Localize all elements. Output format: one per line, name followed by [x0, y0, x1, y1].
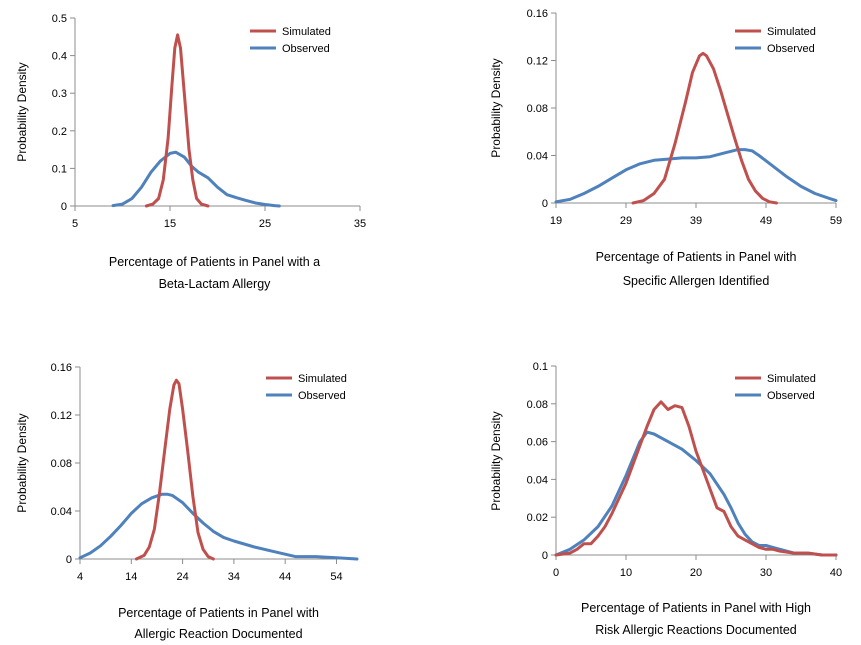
y-axis-label: Probability Density	[489, 411, 503, 510]
x-tick-label: 39	[690, 215, 702, 227]
x-axis-label: Risk Allergic Reactions Documented	[595, 623, 797, 637]
series-line-observed	[111, 150, 281, 208]
y-tick-label: 0	[61, 201, 67, 213]
y-tick-label: 0.08	[527, 399, 548, 411]
legend-label-simulated: Simulated	[282, 26, 331, 38]
x-tick-label: 30	[760, 567, 772, 579]
x-tick-label: 34	[228, 571, 240, 583]
x-tick-label: 49	[760, 215, 772, 227]
y-tick-label: 0.1	[533, 361, 548, 373]
x-tick-label: 0	[553, 567, 559, 579]
x-axis-label: Specific Allergen Identified	[623, 274, 770, 288]
x-axis-label: Percentage of Patients in Panel with	[118, 606, 319, 620]
y-tick-label: 0.4	[52, 51, 67, 63]
series-line-simulated	[554, 400, 838, 557]
series-line-observed	[78, 492, 359, 561]
chart-panel-2: 0 0.04 0.08 0.12 0.16 19 29 39 49 59 Probability D…	[489, 8, 842, 288]
x-tick-label: 15	[164, 218, 176, 230]
x-tick-label: 10	[620, 567, 632, 579]
y-tick-label: 0	[542, 198, 548, 210]
y-tick-label: 0.12	[51, 410, 72, 422]
y-tick-label: 0.5	[52, 13, 67, 25]
y-tick-label: 0.16	[51, 362, 72, 374]
x-axis-label: Percentage of Patients in Panel with	[596, 250, 797, 264]
y-tick-label: 0.06	[527, 437, 548, 449]
x-axis-label: Beta-Lactam Allergy	[159, 277, 272, 291]
x-tick-label: 40	[830, 567, 842, 579]
y-tick-label: 0.02	[527, 512, 548, 524]
x-tick-label: 54	[330, 571, 342, 583]
series-line-observed	[554, 148, 838, 204]
legend-label-simulated: Simulated	[298, 373, 347, 385]
y-tick-label: 0.12	[527, 56, 548, 68]
series-line-simulated	[144, 33, 210, 208]
legend-label-observed: Observed	[282, 43, 330, 55]
legend-label-observed: Observed	[298, 390, 346, 402]
chart-panel-1: 0 0.1 0.2 0.3 0.4 0.5 5 15 25 35 Probability Densi…	[15, 13, 366, 291]
y-axis-label: Probability Density	[15, 62, 29, 161]
y-axis-label: Probability Density	[489, 58, 503, 157]
x-tick-label: 14	[125, 571, 137, 583]
y-tick-label: 0.08	[51, 458, 72, 470]
x-tick-label: 44	[279, 571, 291, 583]
x-axis-label: Percentage of Patients in Panel with a	[109, 255, 320, 269]
x-tick-label: 5	[72, 218, 78, 230]
y-tick-label: 0	[66, 554, 72, 566]
y-axis-label: Probability Density	[15, 413, 29, 512]
x-tick-label: 24	[176, 571, 188, 583]
x-tick-label: 59	[830, 215, 842, 227]
x-tick-label: 4	[77, 571, 83, 583]
series-line-simulated	[631, 51, 778, 205]
y-tick-label: 0.2	[52, 126, 67, 138]
legend-label-observed: Observed	[767, 390, 815, 402]
x-tick-label: 20	[690, 567, 702, 579]
y-tick-label: 0.04	[527, 474, 548, 486]
x-axis-label: Percentage of Patients in Panel with Hig…	[581, 601, 811, 615]
legend-label-observed: Observed	[767, 43, 815, 55]
y-tick-label: 0.04	[51, 506, 72, 518]
x-tick-label: 25	[259, 218, 271, 230]
legend-label-simulated: Simulated	[767, 26, 816, 38]
y-tick-label: 0.1	[52, 163, 67, 175]
y-tick-label: 0	[542, 550, 548, 562]
chart-panel-4: 0 0.02 0.04 0.06 0.08 0.1 0 10 20 30 40 Probability…	[489, 361, 842, 637]
y-tick-label: 0.04	[527, 151, 548, 163]
series-line-simulated	[134, 378, 215, 561]
x-tick-label: 19	[550, 215, 562, 227]
x-axis-label: Allergic Reaction Documented	[134, 627, 302, 641]
series-line-observed	[554, 430, 838, 557]
y-tick-label: 0.3	[52, 88, 67, 100]
chart-panel-3: 0 0.04 0.08 0.12 0.16 4 14 24 34 44 54 Probability …	[15, 362, 359, 641]
x-tick-label: 35	[354, 218, 366, 230]
legend-label-simulated: Simulated	[767, 373, 816, 385]
x-tick-label: 29	[620, 215, 632, 227]
y-tick-label: 0.16	[527, 8, 548, 20]
y-tick-label: 0.08	[527, 103, 548, 115]
